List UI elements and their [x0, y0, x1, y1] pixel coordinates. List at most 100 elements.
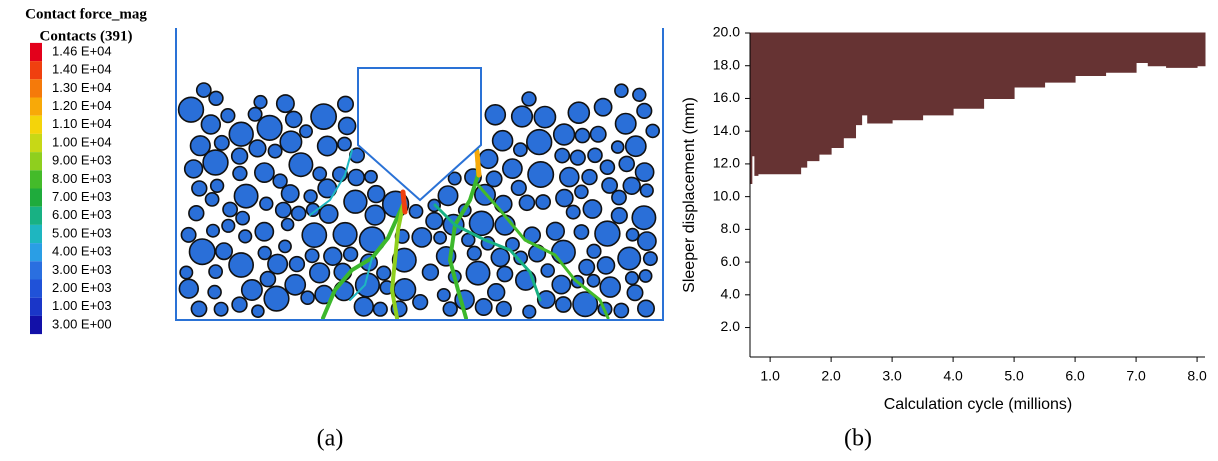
particle — [599, 159, 616, 175]
particles — [177, 82, 661, 319]
particle — [332, 221, 358, 248]
legend-swatch — [30, 206, 42, 225]
particle — [364, 204, 386, 226]
particle — [183, 159, 204, 179]
particle — [253, 94, 268, 110]
particle — [433, 230, 447, 245]
particle — [272, 173, 288, 189]
legend-swatch — [30, 170, 42, 189]
force-chains — [309, 148, 610, 320]
legend-label: 3.00 E+03 — [52, 262, 112, 277]
particle — [496, 265, 514, 283]
particle — [251, 304, 265, 319]
y-tick-label: 6.0 — [721, 253, 741, 269]
force-chain — [349, 257, 373, 301]
particle — [343, 189, 368, 214]
particle — [337, 136, 352, 152]
particle — [555, 296, 572, 313]
legend-swatch — [30, 115, 42, 134]
y-tick-label: 12.0 — [713, 155, 740, 171]
force-chain — [433, 203, 542, 302]
particle — [586, 243, 602, 259]
particle — [437, 185, 459, 207]
particle — [550, 239, 576, 265]
force-chain — [474, 149, 482, 178]
x-tick-label: 6.0 — [1065, 368, 1085, 384]
particle — [279, 130, 303, 154]
particle — [536, 290, 556, 309]
y-tick-label: 20.0 — [713, 24, 740, 40]
y-tick-label: 4.0 — [721, 286, 741, 302]
particle — [552, 123, 576, 146]
panel-a: Contact force_mag Contacts (391) 1.46 E+… — [25, 6, 664, 452]
particle — [220, 107, 236, 124]
particle — [178, 278, 200, 299]
particle — [632, 87, 647, 103]
y-tick-label: 16.0 — [713, 89, 740, 105]
particle — [191, 180, 208, 197]
particle — [442, 301, 458, 317]
particle — [578, 258, 596, 276]
particle — [581, 168, 598, 186]
particle — [316, 135, 338, 157]
y-tick-label: 14.0 — [713, 122, 740, 138]
legend-swatch — [30, 42, 42, 62]
particle — [513, 142, 528, 158]
x-tick-label: 4.0 — [943, 368, 963, 384]
particle — [639, 183, 654, 198]
particle — [478, 148, 499, 170]
particle — [305, 202, 321, 218]
particle — [393, 278, 417, 302]
particle — [190, 300, 208, 318]
y-axis-label: Sleeper displacement (mm) — [681, 97, 698, 293]
particle — [596, 256, 616, 275]
particle — [209, 178, 225, 194]
particle — [593, 97, 613, 117]
particle — [586, 273, 601, 288]
particle — [540, 263, 556, 278]
particle — [290, 205, 307, 222]
particle — [436, 287, 451, 302]
particle — [618, 155, 636, 173]
particle — [461, 232, 476, 248]
particle — [412, 294, 429, 311]
legend-swatch — [30, 152, 42, 171]
particle — [257, 245, 272, 261]
particle — [215, 242, 234, 261]
particle — [614, 83, 629, 98]
particle — [267, 253, 289, 275]
particle — [230, 147, 249, 165]
particle — [533, 105, 557, 129]
particle — [238, 229, 253, 244]
legend-label: 4.00 E+03 — [52, 244, 112, 259]
particle — [208, 264, 223, 279]
particle — [235, 210, 250, 226]
particle — [364, 169, 378, 184]
particle — [256, 114, 283, 141]
y-tick-label: 2.0 — [721, 318, 741, 334]
particle — [248, 139, 267, 158]
particle — [569, 149, 586, 166]
particle — [213, 134, 230, 151]
legend-swatch — [30, 79, 42, 98]
legend-label: 1.46 E+04 — [52, 43, 112, 58]
particle — [485, 170, 503, 188]
area — [749, 32, 1206, 357]
particle — [599, 276, 622, 298]
particle — [342, 246, 359, 262]
particle — [624, 271, 640, 286]
particle — [188, 238, 216, 266]
particle — [228, 252, 255, 278]
particle — [180, 226, 197, 243]
force-chain — [309, 149, 353, 216]
legend: 1.46 E+04 1.40 E+04 1.30 E+04 1.20 E+04 1.10… — [30, 42, 112, 335]
particle — [312, 166, 328, 182]
particle — [278, 239, 292, 254]
particle — [617, 246, 642, 271]
particle — [318, 204, 339, 224]
x-tick-label: 5.0 — [1004, 368, 1024, 384]
force-chain — [389, 203, 405, 320]
legend-label: 7.00 E+03 — [52, 189, 112, 204]
force-chain — [476, 183, 610, 320]
